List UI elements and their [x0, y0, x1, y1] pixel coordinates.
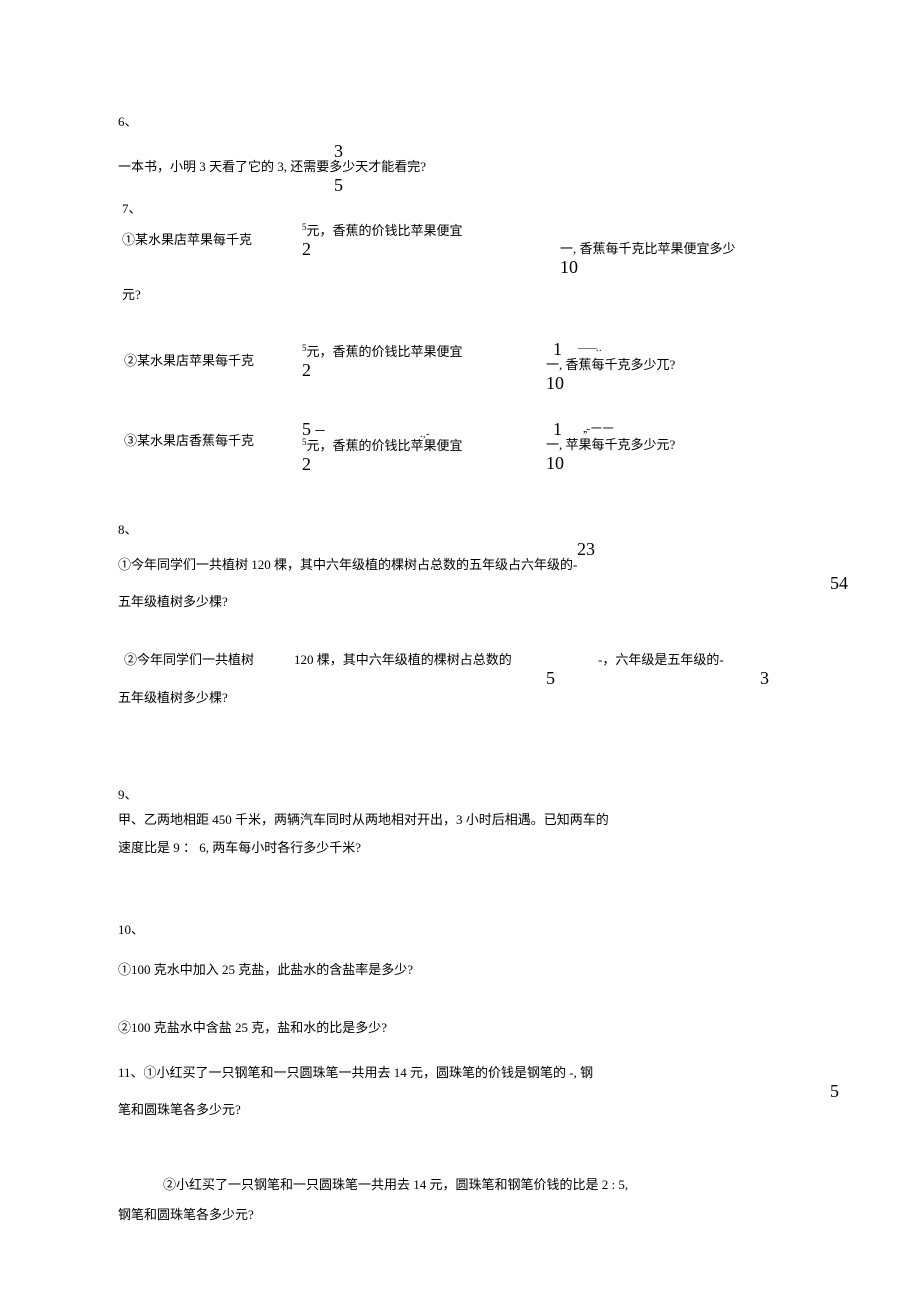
q7-r1-b: 5元，香蕉的价钱比苹果便宜: [302, 221, 463, 241]
q8-r2-big5: 5: [546, 665, 555, 692]
q9-l2: 速度比是 9 ： 6, 两车每小时各行多少千米?: [118, 838, 361, 858]
q11-big5: 5: [830, 1078, 839, 1105]
q7-r2-b: 5元，香蕉的价钱比苹果便宜: [302, 342, 463, 362]
q8-number: 8、: [118, 520, 138, 540]
q11-l2: 笔和圆珠笔各多少元?: [118, 1100, 241, 1120]
q10-number: 10、: [118, 920, 144, 940]
q11-l1: 11、①小红买了一只钢笔和一只圆珠笔一共用去 14 元，圆珠笔的价钱是钢笔的 -…: [118, 1063, 593, 1083]
q10-l1: ①100 克水中加入 25 克盐，此盐水的含盐率是多少?: [118, 960, 413, 980]
q7-r2-b-big: 2: [302, 357, 311, 384]
q7-r3-c-mid: 一, 苹果每千克多少元?: [546, 435, 675, 455]
q8-r2-q: 五年级植树多少棵?: [118, 688, 228, 708]
q7-r3-c-big: 10: [546, 450, 564, 477]
q7-r1-b-big: 2: [302, 236, 311, 263]
q7-r1-d: 元?: [122, 285, 141, 305]
q7-r1-a: ①某水果店苹果每千克: [122, 230, 252, 250]
q7-r2-b-text: 元，香蕉的价钱比苹果便宜: [307, 344, 463, 359]
q6-number: 6、: [118, 112, 138, 132]
q7-r1-c: 一, 香蕉每千克比苹果便宜多少: [560, 239, 736, 259]
q7-r2-a: ②某水果店苹果每千克: [124, 351, 254, 371]
q8-r2-b: 120 棵，其中六年级植的棵树占总数的: [294, 650, 512, 670]
q7-r1-c-big: 10: [560, 254, 578, 281]
q7-r3-b: 5元，香蕉的价钱比苹果便宜: [302, 436, 463, 456]
q10-l2: ②100 克盐水中含盐 25 克，盐和水的比是多少?: [118, 1018, 387, 1038]
q7-r2-c-dash: ——. .: [578, 341, 601, 356]
q8-r2-big3: 3: [760, 665, 769, 692]
q8-r1-q: 五年级植树多少棵?: [118, 592, 228, 612]
q7-r3-b-text: 元，香蕉的价钱比苹果便宜: [307, 438, 463, 453]
q8-r2-a: ②今年同学们一共植树: [124, 650, 254, 670]
q11-l4: 钢笔和圆珠笔各多少元?: [118, 1205, 254, 1225]
q9-l1: 甲、乙两地相距 450 千米，两辆汽车同时从两地相对开出，3 小时后相遇。已知两…: [118, 810, 609, 830]
q8-r2-c: -，六年级是五年级的-: [598, 650, 724, 670]
q8-r1-line: ①今年同学们一共植树 120 棵，其中六年级植的棵树占总数的五年级占六年级的-: [118, 555, 577, 575]
q7-number: 7、: [122, 199, 142, 219]
q9-number: 9、: [118, 785, 138, 805]
q7-r3-b-big: 2: [302, 451, 311, 478]
q11-l3: ②小红买了一只钢笔和一只圆珠笔一共用去 14 元，圆珠笔和钢笔价钱的比是 2 :…: [163, 1175, 628, 1195]
q7-r3-a: ③某水果店香蕉每千克: [124, 431, 254, 451]
q7-r2-c-big: 10: [546, 370, 564, 397]
q7-r1-b-text: 元，香蕉的价钱比苹果便宜: [307, 223, 463, 238]
q8-r1-right: 54: [830, 570, 848, 597]
q6-text: 一本书，小明 3 天看了它的 3, 还需要多少天才能看完?: [118, 157, 426, 177]
q8-r1-frac: 23: [577, 536, 595, 563]
q6-frac-bot: 5: [334, 172, 343, 199]
q7-r2-c-mid: 一, 香蕉每千克多少兀?: [546, 355, 675, 375]
